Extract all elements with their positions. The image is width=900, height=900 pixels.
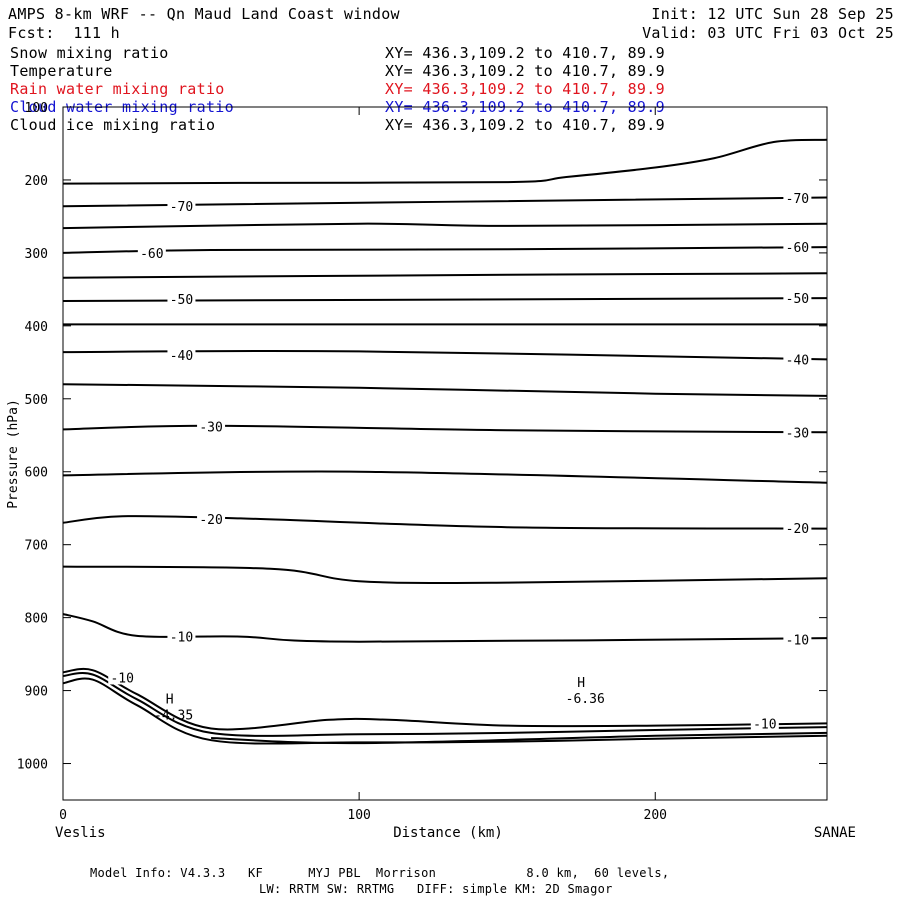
isotherm-label-bg — [108, 670, 137, 685]
isotherm-label-bg — [167, 348, 196, 363]
isotherm-line — [62, 246, 828, 254]
isotherm-label: -20 — [786, 522, 809, 537]
isotherm-label: -30 — [786, 426, 809, 441]
isotherm-line — [62, 222, 828, 230]
isotherm-line — [62, 613, 828, 643]
isotherm-line — [62, 470, 828, 484]
isotherm-line — [62, 667, 828, 731]
isotherm-line — [62, 272, 828, 279]
isotherm-label: -20 — [199, 513, 222, 528]
y-tick-label: 200 — [25, 174, 48, 189]
isotherm-line — [62, 138, 828, 185]
init-time: Init: 12 UTC Sun 28 Sep 25 — [651, 5, 894, 23]
isotherm-line — [62, 196, 828, 208]
y-axis-label: Pressure (hPa) — [6, 399, 21, 509]
isotherm-label: -70 — [786, 192, 809, 207]
y-tick-label: 1000 — [17, 758, 48, 773]
extremum-letter: H — [577, 676, 585, 691]
y-tick-label: 400 — [25, 320, 48, 335]
isotherm-label: -10 — [786, 634, 809, 649]
isotherm-label: -60 — [786, 241, 809, 256]
x-end-label-right: SANAE — [814, 825, 856, 841]
field-xy-rain: XY= 436.3,109.2 to 410.7, 89.9 — [385, 80, 665, 98]
x-axis-label: Distance (km) — [393, 825, 503, 841]
field-xy-snow: XY= 436.3,109.2 to 410.7, 89.9 — [385, 44, 665, 62]
y-tick-label: 100 — [25, 101, 48, 116]
isotherm-line — [62, 349, 828, 361]
isotherm-line — [62, 672, 828, 737]
isotherm-label-bg — [783, 520, 812, 535]
field-xy-cloud-ice: XY= 436.3,109.2 to 410.7, 89.9 — [385, 116, 665, 134]
model-info-line2: LW: RRTM SW: RRTMG DIFF: simple KM: 2D S… — [259, 882, 613, 896]
forecast-hour: Fcst: 111 h — [8, 24, 120, 42]
isotherm-label: -60 — [140, 247, 163, 262]
field-name-snow: Snow mixing ratio — [10, 44, 169, 62]
isotherm-label: -40 — [170, 349, 193, 364]
field-name-rain: Rain water mixing ratio — [10, 80, 225, 98]
x-tick-label: 100 — [347, 808, 370, 823]
isotherm-labels: -70 -70 -60 -60 -50 -50 -40 -40 -30 -30 -20 -20 -10 -… — [108, 191, 812, 732]
isotherm-label-bg — [783, 291, 812, 306]
model-info-line1: Model Info: V4.3.3 KF MYJ PBL Morrison 8… — [90, 866, 670, 880]
extremum-value: -6.36 — [566, 692, 605, 707]
y-tick-label: 900 — [25, 685, 48, 700]
y-tick-label: 700 — [25, 539, 48, 554]
isotherm-line — [62, 297, 828, 302]
isotherm-label: -50 — [170, 293, 193, 308]
isotherm-line — [62, 383, 828, 397]
isotherm-label-bg — [167, 291, 196, 306]
isotherm-label-bg — [750, 716, 779, 731]
y-tick-label: 800 — [25, 612, 48, 627]
isotherm-label: -10 — [110, 671, 133, 686]
isotherm-label-bg — [783, 352, 812, 367]
axis-ticks: 100 200 300 400 500 600 700 800 900 1000 0 100 200 — [17, 101, 827, 823]
chart-title: AMPS 8-km WRF -- Qn Maud Land Coast wind… — [8, 5, 400, 23]
extremum-value: -4.35 — [154, 709, 193, 724]
isotherm-label: -10 — [170, 631, 193, 646]
y-tick-label: 600 — [25, 466, 48, 481]
isotherm-label: -40 — [786, 353, 809, 368]
isotherm-label-bg — [197, 419, 226, 434]
isotherm-line — [62, 424, 828, 434]
isotherm-line — [211, 731, 828, 745]
isotherm-label-bg — [197, 512, 226, 527]
isotherm-label-bg — [783, 425, 812, 440]
valid-time: Valid: 03 UTC Fri 03 Oct 25 — [642, 24, 894, 42]
y-tick-label: 300 — [25, 247, 48, 262]
isotherm-label-bg — [783, 191, 812, 206]
isotherm-line — [62, 565, 828, 584]
isotherm-label: -10 — [753, 717, 776, 732]
extremum-letter: H — [166, 693, 174, 708]
x-tick-label: 200 — [644, 808, 667, 823]
x-end-label-left: Veslis — [55, 825, 106, 841]
isotherm-lines — [62, 138, 828, 745]
isotherm-line — [62, 514, 828, 530]
extrema-markers: H-4.35H-6.36 — [154, 676, 605, 724]
plot-frame — [62, 106, 828, 801]
isotherm-label: -70 — [170, 200, 193, 215]
isotherm-label-bg — [167, 629, 196, 644]
isotherm-label-bg — [783, 240, 812, 255]
isotherm-label: -50 — [786, 292, 809, 307]
y-tick-label: 500 — [25, 393, 48, 408]
isotherm-label-bg — [137, 245, 166, 260]
x-tick-label: 0 — [59, 808, 67, 823]
field-xy-temperature: XY= 436.3,109.2 to 410.7, 89.9 — [385, 62, 665, 80]
field-name-temperature: Temperature — [10, 62, 113, 80]
isotherm-label-bg — [167, 199, 196, 214]
isotherm-label-bg — [783, 632, 812, 647]
isotherm-label: -30 — [199, 421, 222, 436]
field-name-cloud-ice: Cloud ice mixing ratio — [10, 116, 216, 134]
